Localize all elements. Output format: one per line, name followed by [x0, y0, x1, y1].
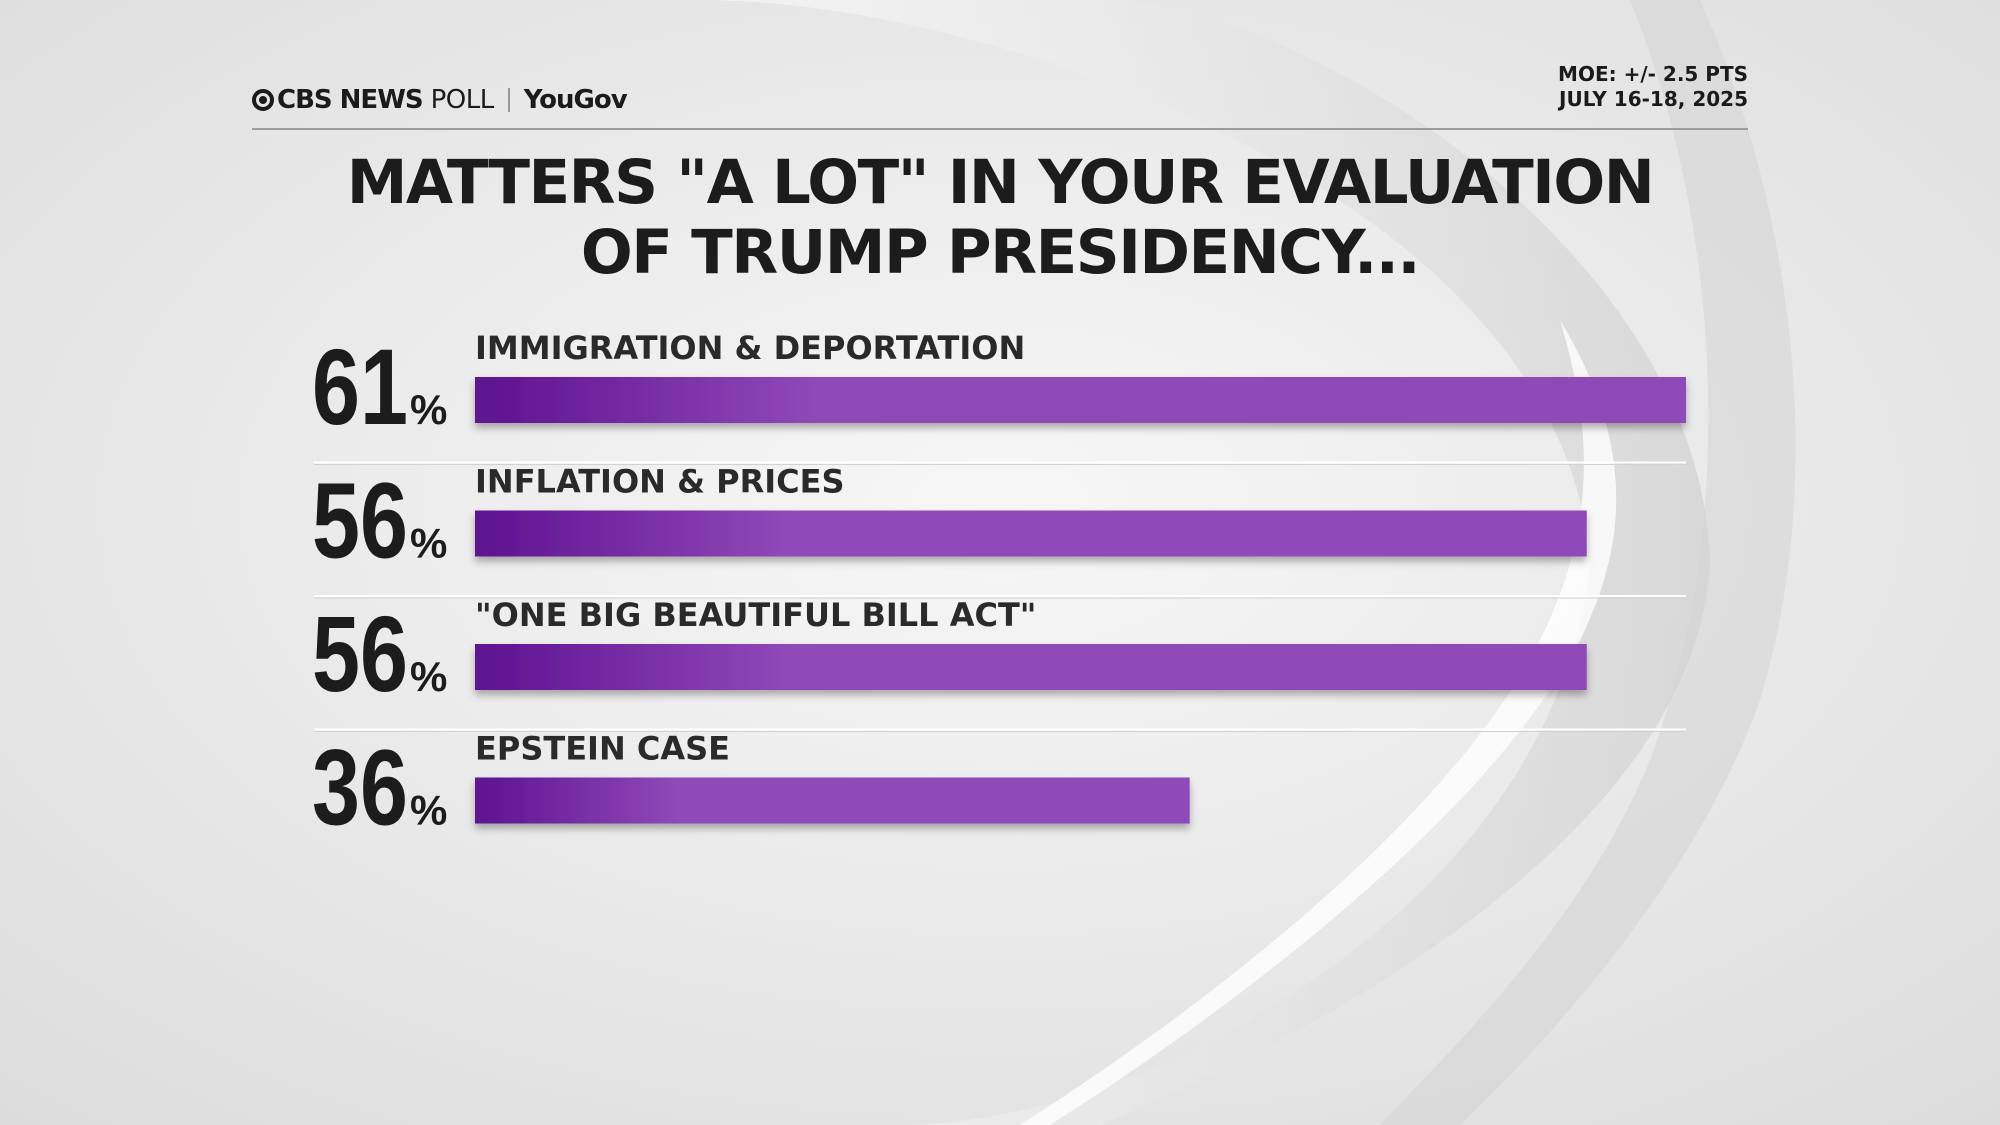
- category-label: EPSTEIN CASE: [475, 730, 730, 768]
- poll-dates: JULY 16-18, 2025: [1559, 87, 1748, 111]
- category-label: INFLATION & PRICES: [475, 463, 845, 501]
- margin-of-error: MOE: +/- 2.5 PTS: [1558, 62, 1748, 86]
- outlet-name: CBS NEWS: [277, 85, 424, 115]
- partner-name: YouGov: [523, 85, 628, 115]
- bar-row: EPSTEIN CASE 36%: [312, 727, 1686, 848]
- value-label: 36: [312, 727, 408, 848]
- bar: [475, 510, 1587, 557]
- percent-sign: %: [410, 520, 447, 567]
- chart-title-line-1: MATTERS "A LOT" IN YOUR EVALUATION: [346, 147, 1655, 218]
- header-divider: [252, 128, 1748, 130]
- value-label: 56: [312, 460, 408, 581]
- bar-row: IMMIGRATION & DEPORTATION 61%: [312, 326, 1686, 447]
- percent-sign: %: [410, 386, 447, 433]
- percent-sign: %: [410, 787, 447, 834]
- percent-sign: %: [410, 653, 447, 700]
- chart-title-line-2: OF TRUMP PRESIDENCY...: [580, 217, 1421, 288]
- category-label: "ONE BIG BEAUTIFUL BILL ACT": [475, 596, 1036, 634]
- value-label: 56: [312, 593, 408, 714]
- cbs-eye-logo-icon: [252, 89, 274, 111]
- category-label: IMMIGRATION & DEPORTATION: [475, 329, 1025, 367]
- bar: [475, 377, 1686, 423]
- chart-title: MATTERS "A LOT" IN YOUR EVALUATION OF TR…: [200, 148, 1800, 288]
- bar: [475, 644, 1587, 690]
- bar-row: INFLATION & PRICES 56%: [312, 460, 1686, 581]
- bar-row: "ONE BIG BEAUTIFUL BILL ACT" 56%: [312, 593, 1686, 714]
- value-label: 61: [312, 326, 408, 447]
- poll-label: POLL: [430, 85, 495, 115]
- moe-block: MOE: +/- 2.5 PTS JULY 16-18, 2025: [1480, 62, 1748, 112]
- brand-divider: [507, 88, 510, 112]
- poll-branding: CBS NEWS POLL YouGov: [252, 80, 628, 120]
- bar: [475, 777, 1190, 824]
